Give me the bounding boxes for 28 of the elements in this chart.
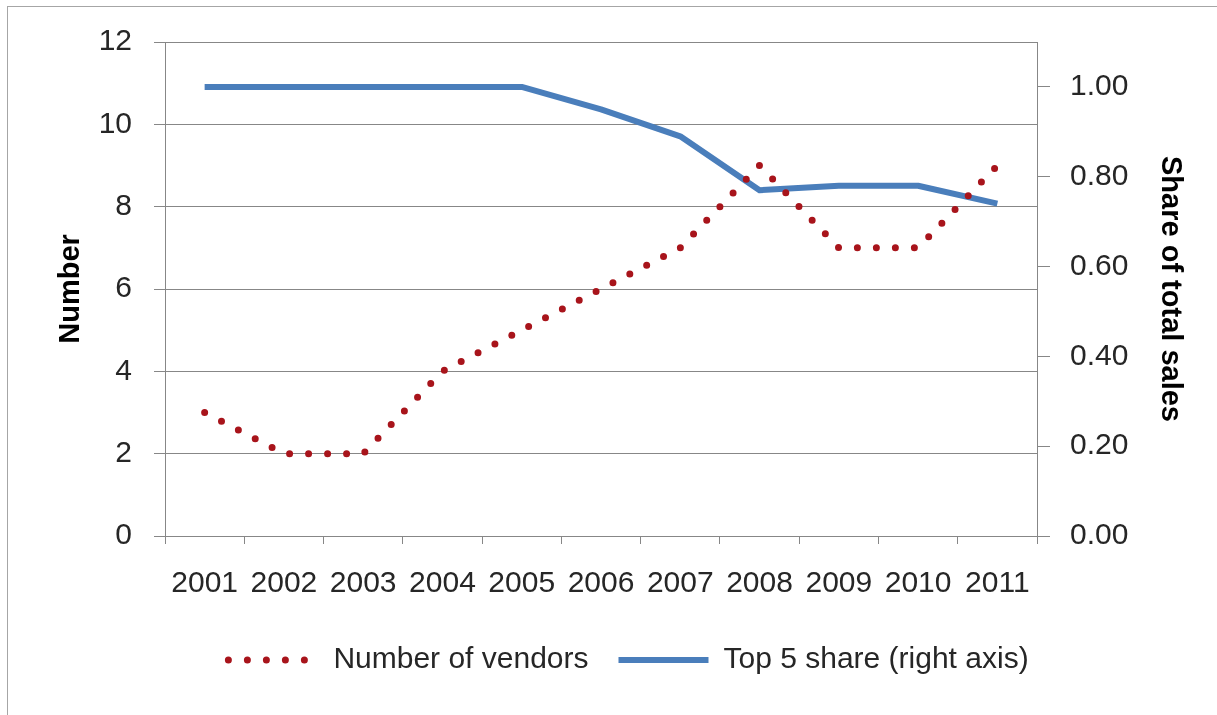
y2-tick-label: 0.60 <box>1070 247 1129 281</box>
y-tick-label: 6 <box>115 270 132 304</box>
x-tick-label: 2003 <box>329 565 397 599</box>
y2-tick-label: 0.20 <box>1070 427 1129 461</box>
x-tick-label: 2004 <box>409 565 476 599</box>
y-tick-label: 4 <box>115 352 132 386</box>
y2-axis-title: Share of total sales <box>1155 156 1188 422</box>
x-tick-label: 2001 <box>171 565 239 599</box>
y-tick-label: 2 <box>115 434 132 468</box>
x-tick-label: 2005 <box>488 565 556 599</box>
y2-tick-label: 1.00 <box>1070 68 1129 102</box>
x-tick-label: 2009 <box>805 565 873 599</box>
y-tick-label: 0 <box>115 517 132 551</box>
legend-label: Number of vendors <box>333 641 589 675</box>
y2-tick-label: 0.80 <box>1070 157 1129 191</box>
x-tick-label: 2006 <box>567 565 635 599</box>
y2-tick-label: 0.40 <box>1070 337 1129 371</box>
x-tick-label: 2008 <box>726 565 793 599</box>
x-tick-label: 2010 <box>884 565 952 599</box>
x-tick-label: 2007 <box>646 565 714 599</box>
y-tick-label: 12 <box>98 23 132 57</box>
y2-tick-label: 0.00 <box>1070 517 1129 551</box>
x-tick-label: 2011 <box>965 565 1030 599</box>
x-tick-label: 2002 <box>250 565 318 599</box>
y-tick-label: 10 <box>98 105 132 139</box>
y-tick-label: 8 <box>115 187 132 221</box>
legend-label: Top 5 share (right axis) <box>723 641 1029 675</box>
y-axis-title: Number <box>53 234 86 344</box>
